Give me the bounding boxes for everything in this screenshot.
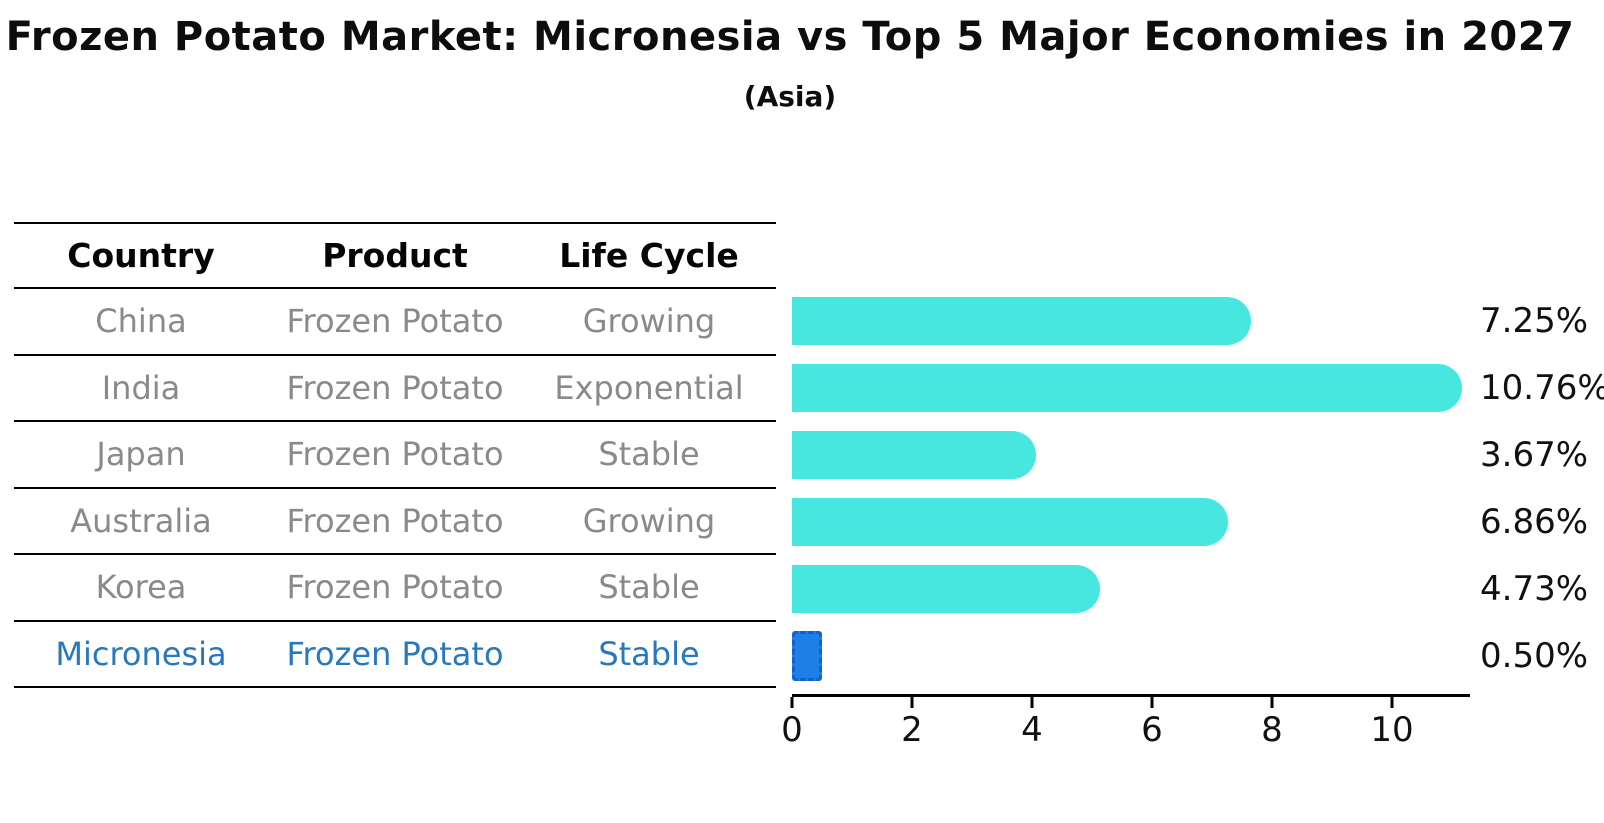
bar-row-australia: 6.86% [792,488,1588,555]
bar-micronesia [792,630,822,681]
table-row-micronesia: Micronesia Frozen Potato Stable [14,622,776,688]
cell-product: Frozen Potato [286,501,504,540]
chart-subtitle: (Asia) [743,80,837,113]
x-tick-mark-6 [1150,697,1154,708]
table-row-india: India Frozen Potato Exponential [14,356,776,422]
bar-row-china: 7.25% [792,287,1588,354]
x-tick-label-6: 6 [1141,710,1163,750]
cell-product: Frozen Potato [286,368,504,407]
table-row-china: China Frozen Potato Growing [14,289,776,356]
bar-row-micronesia: 0.50% [792,622,1588,689]
table-row-korea: Korea Frozen Potato Stable [14,555,776,622]
bar-value-label-india: 10.76% [1480,367,1604,408]
table-body: China Frozen Potato Growing India Frozen Pot… [14,289,776,688]
country-table: Country Product Life Cycle China Frozen P… [14,222,776,688]
x-tick-label-2: 2 [901,710,923,750]
bar-china [792,296,1251,345]
x-tick-mark-2 [910,697,914,708]
chart-title: Frozen Potato Market: Micronesia vs Top … [5,14,1575,60]
x-tick-label-4: 4 [1021,710,1043,750]
cell-country: Australia [70,501,212,540]
bar-row-india: 10.76% [792,354,1604,421]
bar-value-label-china: 7.25% [1480,300,1589,341]
cell-country: Korea [95,568,187,607]
x-axis-ticks: 0 2 4 6 8 10 [781,694,1470,754]
bar-value-label-japan: 3.67% [1480,434,1589,475]
table-header-life-cycle: Life Cycle [559,236,739,275]
bar-australia [792,497,1228,546]
bar-japan [792,430,1037,479]
table-row-japan: Japan Frozen Potato Stable [14,422,776,489]
cell-life-cycle: Growing [582,302,716,341]
table-header-product: Product [322,236,468,275]
cell-country: Micronesia [55,634,227,673]
bar-chart: 7.25% 10.76% 3.67% 6.86% 4.73% 0.50% [792,287,1604,689]
bar-row-japan: 3.67% [792,421,1588,488]
x-tick-label-0: 0 [781,710,803,750]
x-tick-label-10: 10 [1370,710,1414,750]
cell-life-cycle: Stable [598,634,700,673]
bar-value-label-australia: 6.86% [1480,501,1589,542]
cell-country: China [95,302,187,341]
cell-country: Japan [96,435,186,474]
cell-product: Frozen Potato [286,634,504,673]
cell-product: Frozen Potato [286,302,504,341]
cell-country: India [101,368,181,407]
bar-korea [792,564,1100,613]
cell-life-cycle: Stable [598,568,700,607]
bar-row-korea: 4.73% [792,555,1588,622]
x-tick-mark-4 [1030,697,1034,708]
x-tick-label-8: 8 [1261,710,1283,750]
cell-life-cycle: Exponential [554,368,744,407]
bar-value-label-korea: 4.73% [1480,568,1589,609]
cell-product: Frozen Potato [286,435,504,474]
bar-india [792,363,1462,412]
table-header-row: Country Product Life Cycle [14,222,776,289]
x-tick-mark-0 [790,697,794,708]
cell-life-cycle: Stable [598,435,700,474]
x-tick-mark-8 [1270,697,1274,708]
cell-life-cycle: Growing [582,501,716,540]
bar-value-label-micronesia: 0.50% [1480,635,1589,676]
table-row-australia: Australia Frozen Potato Growing [14,489,776,555]
cell-product: Frozen Potato [286,568,504,607]
x-axis [792,694,1470,697]
table-header-country: Country [67,236,215,275]
x-tick-mark-10 [1390,697,1394,708]
